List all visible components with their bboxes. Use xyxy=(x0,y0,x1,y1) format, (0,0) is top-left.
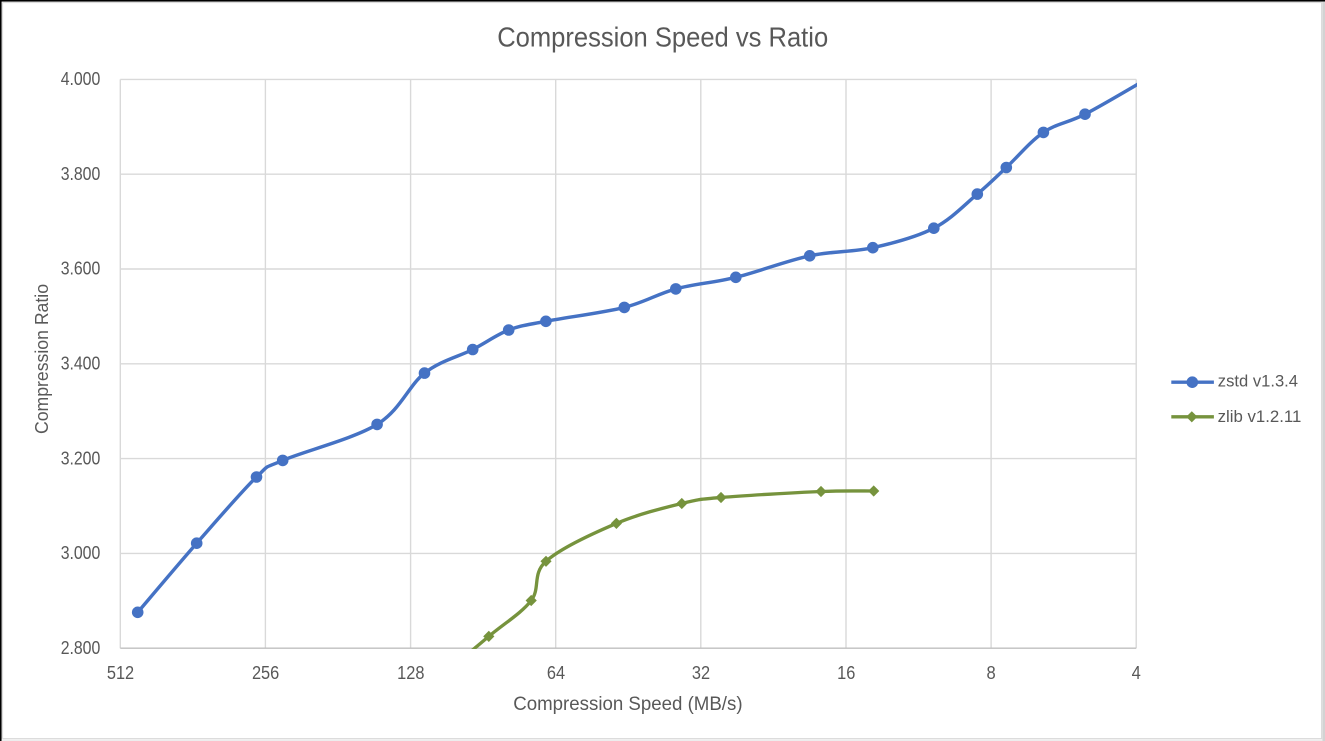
svg-text:256: 256 xyxy=(252,662,279,683)
svg-text:3.400: 3.400 xyxy=(61,353,101,374)
svg-text:zlib v1.2.11: zlib v1.2.11 xyxy=(1218,408,1302,426)
svg-text:128: 128 xyxy=(397,662,424,683)
svg-text:zstd v1.3.4: zstd v1.3.4 xyxy=(1218,373,1298,391)
svg-text:Compression Speed (MB/s): Compression Speed (MB/s) xyxy=(513,694,742,715)
svg-text:3.000: 3.000 xyxy=(61,542,101,563)
svg-text:8: 8 xyxy=(987,662,996,683)
svg-text:512: 512 xyxy=(107,662,134,683)
svg-text:4.000: 4.000 xyxy=(61,68,101,89)
svg-text:4: 4 xyxy=(1132,662,1141,683)
svg-text:64: 64 xyxy=(547,662,565,683)
svg-text:Compression Speed vs Ratio: Compression Speed vs Ratio xyxy=(497,21,828,53)
svg-text:3.200: 3.200 xyxy=(61,447,101,468)
svg-text:Compression Ratio: Compression Ratio xyxy=(31,284,52,434)
svg-text:32: 32 xyxy=(692,662,710,683)
svg-text:3.600: 3.600 xyxy=(61,258,101,279)
svg-text:2.800: 2.800 xyxy=(61,637,101,658)
svg-text:3.800: 3.800 xyxy=(61,163,101,184)
svg-text:16: 16 xyxy=(837,662,855,683)
